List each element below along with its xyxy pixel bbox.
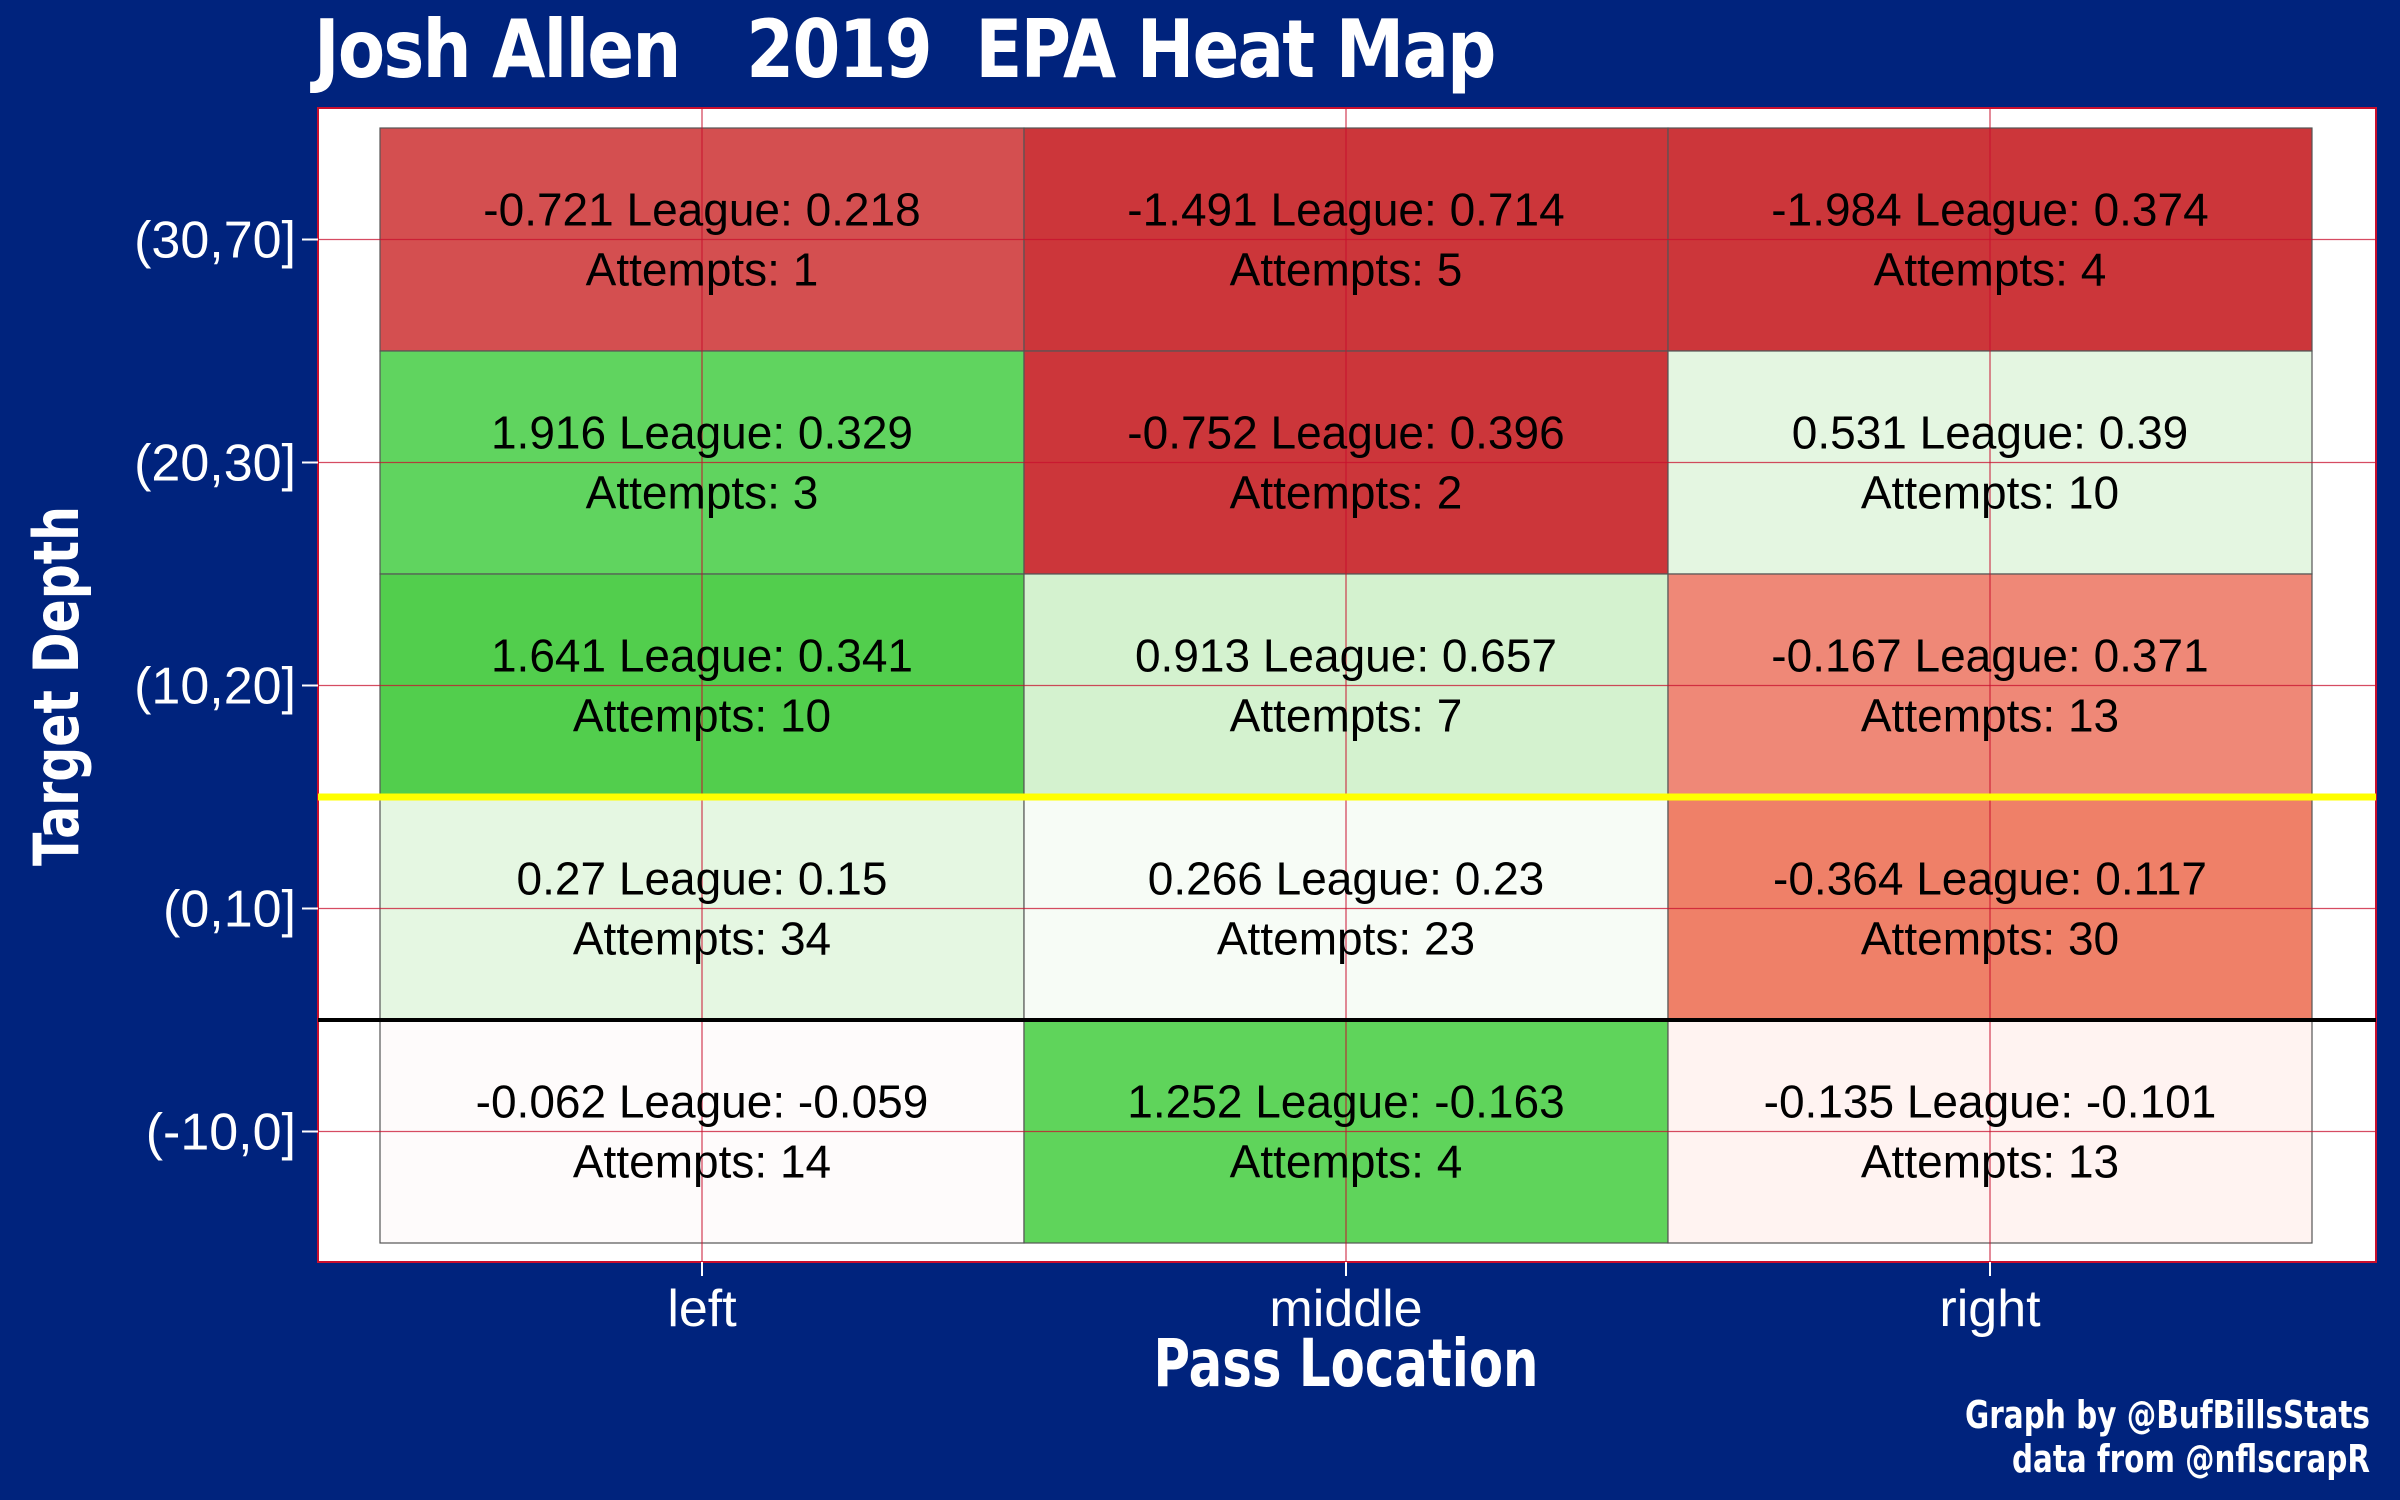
cell-epa-label-4: -0.752 League: 0.396 (1127, 407, 1564, 459)
y-tick-label-2: (10,20] (134, 658, 296, 716)
cell-epa-label-10: 0.266 League: 0.23 (1148, 853, 1544, 905)
cell-epa-label-13: 1.252 League: -0.163 (1127, 1076, 1564, 1128)
cell-attempts-label-0: Attempts: 1 (586, 244, 819, 296)
cell-epa-label-14: -0.135 League: -0.101 (1764, 1076, 2217, 1128)
cell-attempts-label-10: Attempts: 23 (1217, 913, 1475, 965)
cell-epa-label-0: -0.721 League: 0.218 (483, 184, 920, 236)
cell-epa-label-9: 0.27 League: 0.15 (517, 853, 888, 905)
cell-attempts-label-3: Attempts: 3 (586, 467, 819, 519)
cell-epa-label-8: -0.167 League: 0.371 (1771, 630, 2208, 682)
chart-title: Josh Allen 2019 EPA Heat Map (314, 3, 1496, 96)
cell-attempts-label-13: Attempts: 4 (1230, 1136, 1463, 1188)
x-tick-label-right: right (1939, 1280, 2041, 1338)
cell-epa-label-5: 0.531 League: 0.39 (1792, 407, 2188, 459)
x-tick-label-middle: middle (1269, 1280, 1422, 1338)
cell-attempts-label-7: Attempts: 7 (1230, 690, 1463, 742)
cell-epa-label-7: 0.913 League: 0.657 (1135, 630, 1557, 682)
cell-epa-label-12: -0.062 League: -0.059 (476, 1076, 929, 1128)
cell-epa-label-3: 1.916 League: 0.329 (491, 407, 913, 459)
x-axis-title: Pass Location (1154, 1325, 1539, 1402)
y-axis-title: Target Depth (20, 506, 93, 866)
credit-graph-by: Graph by @BufBillsStats (1965, 1393, 2370, 1437)
y-tick-label-0: (30,70] (134, 212, 296, 270)
cell-attempts-label-8: Attempts: 13 (1861, 690, 2119, 742)
cell-attempts-label-14: Attempts: 13 (1861, 1136, 2119, 1188)
y-tick-label-4: (-10,0] (146, 1104, 296, 1162)
cell-attempts-label-6: Attempts: 10 (573, 690, 831, 742)
cell-attempts-label-9: Attempts: 34 (573, 913, 831, 965)
y-tick-label-3: (0,10] (163, 881, 296, 939)
cell-epa-label-6: 1.641 League: 0.341 (491, 630, 913, 682)
cell-attempts-label-1: Attempts: 5 (1230, 244, 1463, 296)
cell-epa-label-1: -1.491 League: 0.714 (1127, 184, 1564, 236)
cell-epa-label-11: -0.364 League: 0.117 (1773, 853, 2207, 905)
cell-attempts-label-11: Attempts: 30 (1861, 913, 2119, 965)
cell-epa-label-2: -1.984 League: 0.374 (1771, 184, 2208, 236)
x-tick-label-left: left (667, 1280, 737, 1338)
y-tick-label-1: (20,30] (134, 435, 296, 493)
cell-attempts-label-4: Attempts: 2 (1230, 467, 1463, 519)
cell-attempts-label-2: Attempts: 4 (1874, 244, 2107, 296)
cell-attempts-label-5: Attempts: 10 (1861, 467, 2119, 519)
cell-attempts-label-12: Attempts: 14 (573, 1136, 831, 1188)
credit-data-source: data from @nflscrapR (2012, 1437, 2370, 1481)
